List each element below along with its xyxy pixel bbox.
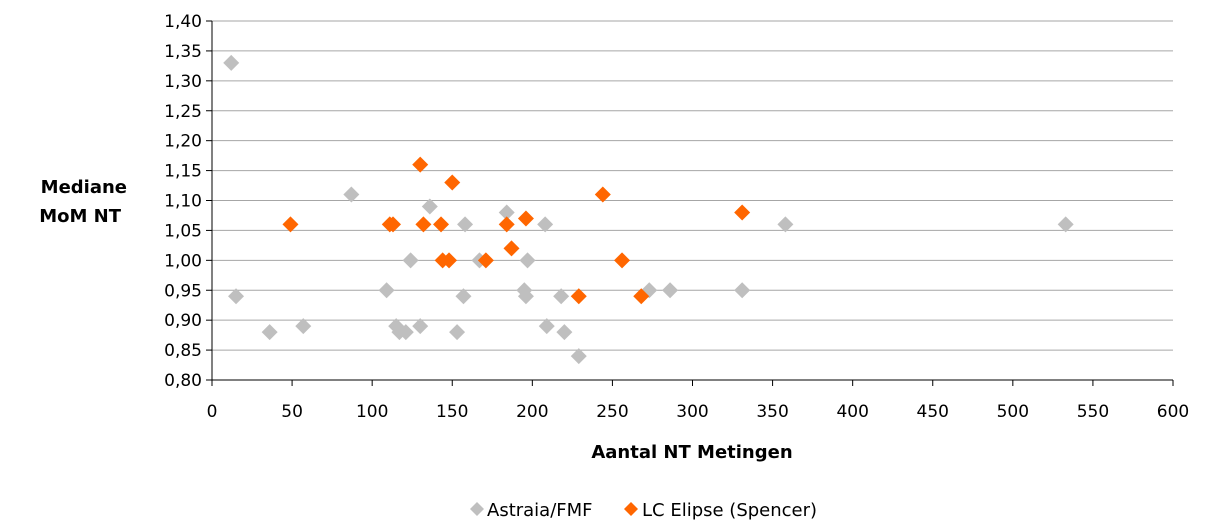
x-tick-label: 100 bbox=[356, 402, 388, 422]
data-point-astraia bbox=[570, 348, 587, 365]
x-tick-label: 400 bbox=[836, 402, 868, 422]
data-point-astraia bbox=[553, 288, 570, 305]
x-tick-label: 500 bbox=[997, 402, 1029, 422]
data-point-lc-elipse bbox=[412, 156, 429, 173]
y-axis-title-line-1: Mediane bbox=[41, 177, 127, 198]
data-point-astraia bbox=[1057, 216, 1074, 233]
data-point-astraia bbox=[777, 216, 794, 233]
y-tick-label: 0,80 bbox=[164, 371, 202, 391]
axes bbox=[206, 20, 1174, 386]
x-tick-label: 550 bbox=[1077, 402, 1109, 422]
y-tick-label: 1,35 bbox=[164, 42, 202, 62]
x-tick-label: 0 bbox=[207, 402, 218, 422]
y-tick-label: 1,00 bbox=[164, 251, 202, 271]
data-point-astraia bbox=[519, 252, 536, 269]
legend-marker-lc-elipse bbox=[624, 502, 638, 516]
gridlines bbox=[212, 20, 1173, 351]
data-point-lc-elipse bbox=[734, 204, 751, 221]
y-tick-label: 1,20 bbox=[164, 132, 202, 152]
data-point-lc-elipse bbox=[282, 216, 299, 233]
data-point-astraia bbox=[402, 252, 419, 269]
data-point-astraia bbox=[343, 186, 360, 203]
data-point-astraia bbox=[228, 288, 245, 305]
data-point-lc-elipse bbox=[498, 216, 515, 233]
data-point-astraia bbox=[662, 282, 679, 299]
data-point-astraia bbox=[412, 318, 429, 335]
data-point-lc-elipse bbox=[433, 216, 450, 233]
legend-label-astraia: Astraia/FMF bbox=[487, 500, 593, 521]
data-point-lc-elipse bbox=[503, 240, 520, 257]
legend-marker-astraia bbox=[470, 502, 484, 516]
data-point-astraia bbox=[261, 324, 278, 341]
data-point-lc-elipse bbox=[633, 288, 650, 305]
data-point-lc-elipse bbox=[477, 252, 494, 269]
y-tick-label: 1,05 bbox=[164, 221, 202, 241]
y-tick-label: 0,95 bbox=[164, 281, 202, 301]
data-point-astraia bbox=[517, 288, 534, 305]
tick-labels: 0,80 0,85 0,90 0,95 1,00 1,05 1,10 1,15 1,20 1,25… bbox=[164, 12, 1189, 422]
data-point-astraia bbox=[556, 324, 573, 341]
data-point-astraia bbox=[734, 282, 751, 299]
y-tick-label: 0,90 bbox=[164, 311, 202, 331]
y-tick-label: 1,10 bbox=[164, 192, 202, 212]
data-point-astraia bbox=[421, 198, 438, 215]
x-axis-title: Aantal NT Metingen bbox=[591, 442, 792, 463]
x-tick-label: 450 bbox=[917, 402, 949, 422]
x-tick-label: 150 bbox=[436, 402, 468, 422]
y-tick-label: 1,15 bbox=[164, 162, 202, 182]
y-tick-label: 1,40 bbox=[164, 12, 202, 32]
x-tick-label: 200 bbox=[516, 402, 548, 422]
x-tick-label: 600 bbox=[1157, 402, 1189, 422]
y-tick-label: 1,25 bbox=[164, 102, 202, 122]
data-point-lc-elipse bbox=[384, 216, 401, 233]
data-point-astraia bbox=[537, 216, 554, 233]
data-point-astraia bbox=[223, 54, 240, 71]
x-tick-label: 250 bbox=[596, 402, 628, 422]
data-point-lc-elipse bbox=[594, 186, 611, 203]
legend: Astraia/FMF LC Elipse (Spencer) bbox=[470, 500, 817, 521]
data-point-lc-elipse bbox=[570, 288, 587, 305]
data-point-astraia bbox=[457, 216, 474, 233]
data-point-lc-elipse bbox=[415, 216, 432, 233]
x-tick-label: 300 bbox=[676, 402, 708, 422]
data-point-astraia bbox=[449, 324, 466, 341]
y-tick-label: 0,85 bbox=[164, 341, 202, 361]
data-point-lc-elipse bbox=[517, 210, 534, 227]
y-axis-title-line-2: MoM NT bbox=[39, 206, 122, 227]
data-point-lc-elipse bbox=[441, 252, 458, 269]
x-tick-label: 350 bbox=[756, 402, 788, 422]
y-tick-label: 1,30 bbox=[164, 72, 202, 92]
data-point-astraia bbox=[295, 318, 312, 335]
data-point-astraia bbox=[378, 282, 395, 299]
data-points bbox=[223, 54, 1074, 365]
data-point-lc-elipse bbox=[614, 252, 631, 269]
x-tick-label: 50 bbox=[281, 402, 303, 422]
data-point-lc-elipse bbox=[444, 174, 461, 191]
data-point-astraia bbox=[538, 318, 555, 335]
data-point-astraia bbox=[498, 204, 515, 221]
legend-label-lc-elipse: LC Elipse (Spencer) bbox=[642, 500, 817, 521]
data-point-astraia bbox=[397, 324, 414, 341]
data-point-astraia bbox=[455, 288, 472, 305]
